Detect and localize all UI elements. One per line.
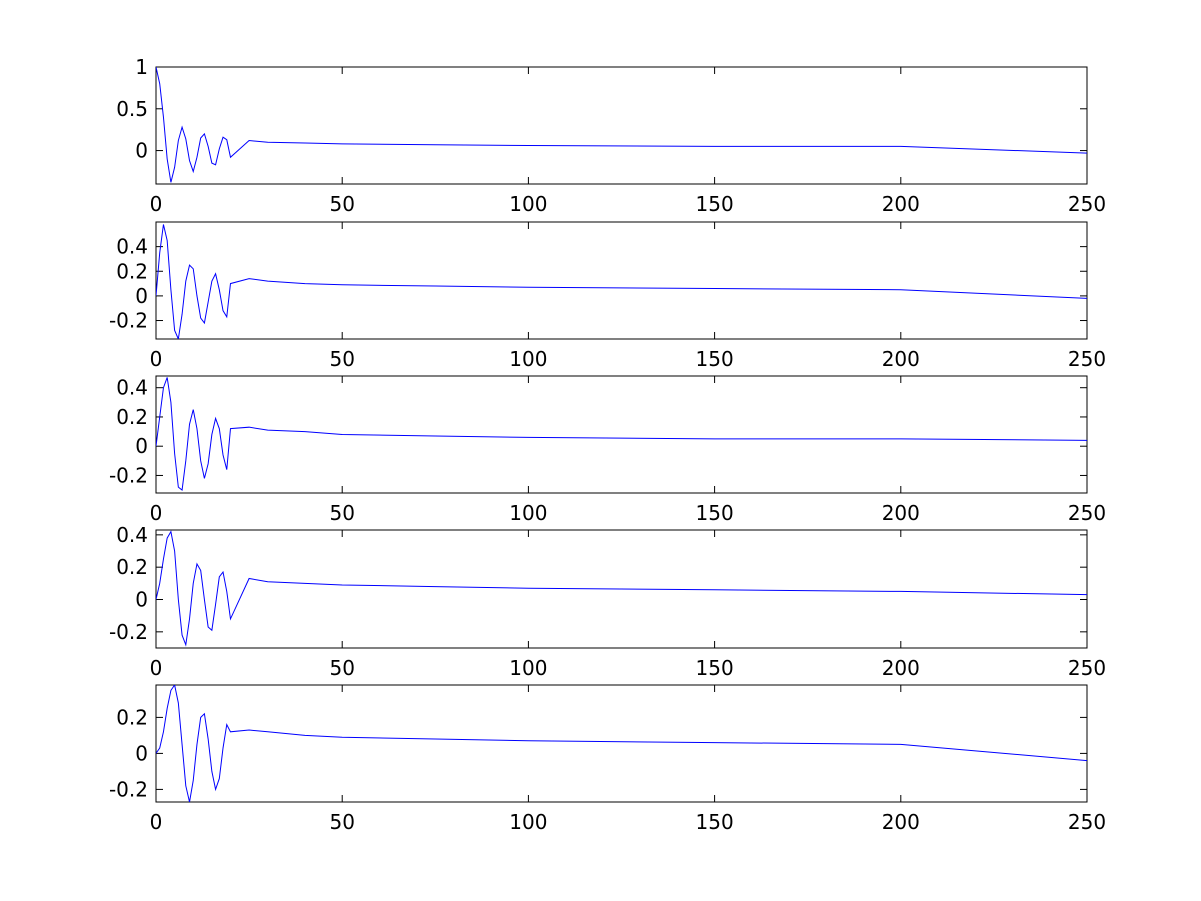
x-tick-label: 0	[150, 347, 163, 371]
x-tick-label: 0	[150, 656, 163, 680]
series-line-1	[156, 685, 1087, 802]
y-tick-label: -0.2	[109, 463, 148, 487]
axes-frame	[155, 529, 1088, 649]
subplot-2: 0 50 100 150 200 250-0.200.20.4	[109, 221, 1106, 371]
x-tick-label: 150	[696, 501, 734, 525]
subplot-3: 0 50 100 150 200 250-0.200.20.4	[109, 375, 1106, 525]
x-tick-label: 200	[882, 192, 920, 216]
y-tick-label: 0.4	[116, 376, 148, 400]
x-tick-label: 100	[509, 656, 547, 680]
series-line-1	[156, 530, 1087, 647]
x-tick-label: 150	[696, 810, 734, 834]
x-tick-label: 50	[329, 656, 354, 680]
x-tick-label: 100	[509, 192, 547, 216]
x-tick-label: 250	[1068, 656, 1106, 680]
y-tick-label: -0.2	[109, 309, 148, 333]
x-tick-label: 50	[329, 501, 354, 525]
y-tick-label: 0.4	[116, 523, 148, 547]
x-tick-label: 0	[150, 501, 163, 525]
x-tick-label: 50	[329, 347, 354, 371]
x-tick-label: 250	[1068, 501, 1106, 525]
axes-frame	[155, 66, 1088, 185]
x-tick-label: 200	[882, 656, 920, 680]
x-tick-label: 100	[509, 501, 547, 525]
x-tick-label: 0	[150, 810, 163, 834]
series-line-1	[156, 377, 1087, 492]
y-tick-label: 0.2	[116, 555, 148, 579]
x-tick-label: 100	[509, 347, 547, 371]
x-tick-label: 0	[150, 192, 163, 216]
y-tick-label: 0	[135, 284, 148, 308]
x-tick-label: 150	[696, 347, 734, 371]
y-tick-label: 0.2	[116, 405, 148, 429]
x-tick-label: 200	[882, 501, 920, 525]
subplot-1: 0 50 100 150 200 250 0 0.5 1	[116, 55, 1106, 216]
series-line-1	[156, 67, 1087, 183]
x-tick-label: 250	[1068, 192, 1106, 216]
x-tick-label: 200	[882, 810, 920, 834]
axes-frame	[155, 375, 1088, 494]
y-tick-label: 0	[135, 139, 148, 163]
x-tick-label: 50	[329, 810, 354, 834]
y-tick-label: -0.2	[109, 620, 148, 644]
x-tick-label: 250	[1068, 347, 1106, 371]
x-tick-label: 250	[1068, 810, 1106, 834]
x-tick-label: 200	[882, 347, 920, 371]
y-tick-label: 0.5	[116, 97, 148, 121]
y-tick-label: 0.2	[116, 705, 148, 729]
axes-frame	[155, 684, 1088, 803]
y-tick-label: 0	[135, 434, 148, 458]
axes-frame	[155, 221, 1088, 340]
y-tick-label: 0.4	[116, 235, 148, 259]
x-tick-label: 150	[696, 656, 734, 680]
y-tick-label: 1	[135, 55, 148, 79]
y-tick-label: 0.2	[116, 259, 148, 283]
series-line-1	[156, 224, 1087, 339]
x-tick-label: 100	[509, 810, 547, 834]
x-tick-label: 50	[329, 192, 354, 216]
subplot-4: 0 50 100 150 200 250-0.200.20.4	[109, 523, 1106, 680]
y-tick-label: 0	[135, 588, 148, 612]
y-tick-label: 0	[135, 741, 148, 765]
x-tick-label: 150	[696, 192, 734, 216]
y-tick-label: -0.2	[109, 777, 148, 801]
subplot-5: 0 50 100 150 200 250-0.200.2	[109, 684, 1106, 834]
